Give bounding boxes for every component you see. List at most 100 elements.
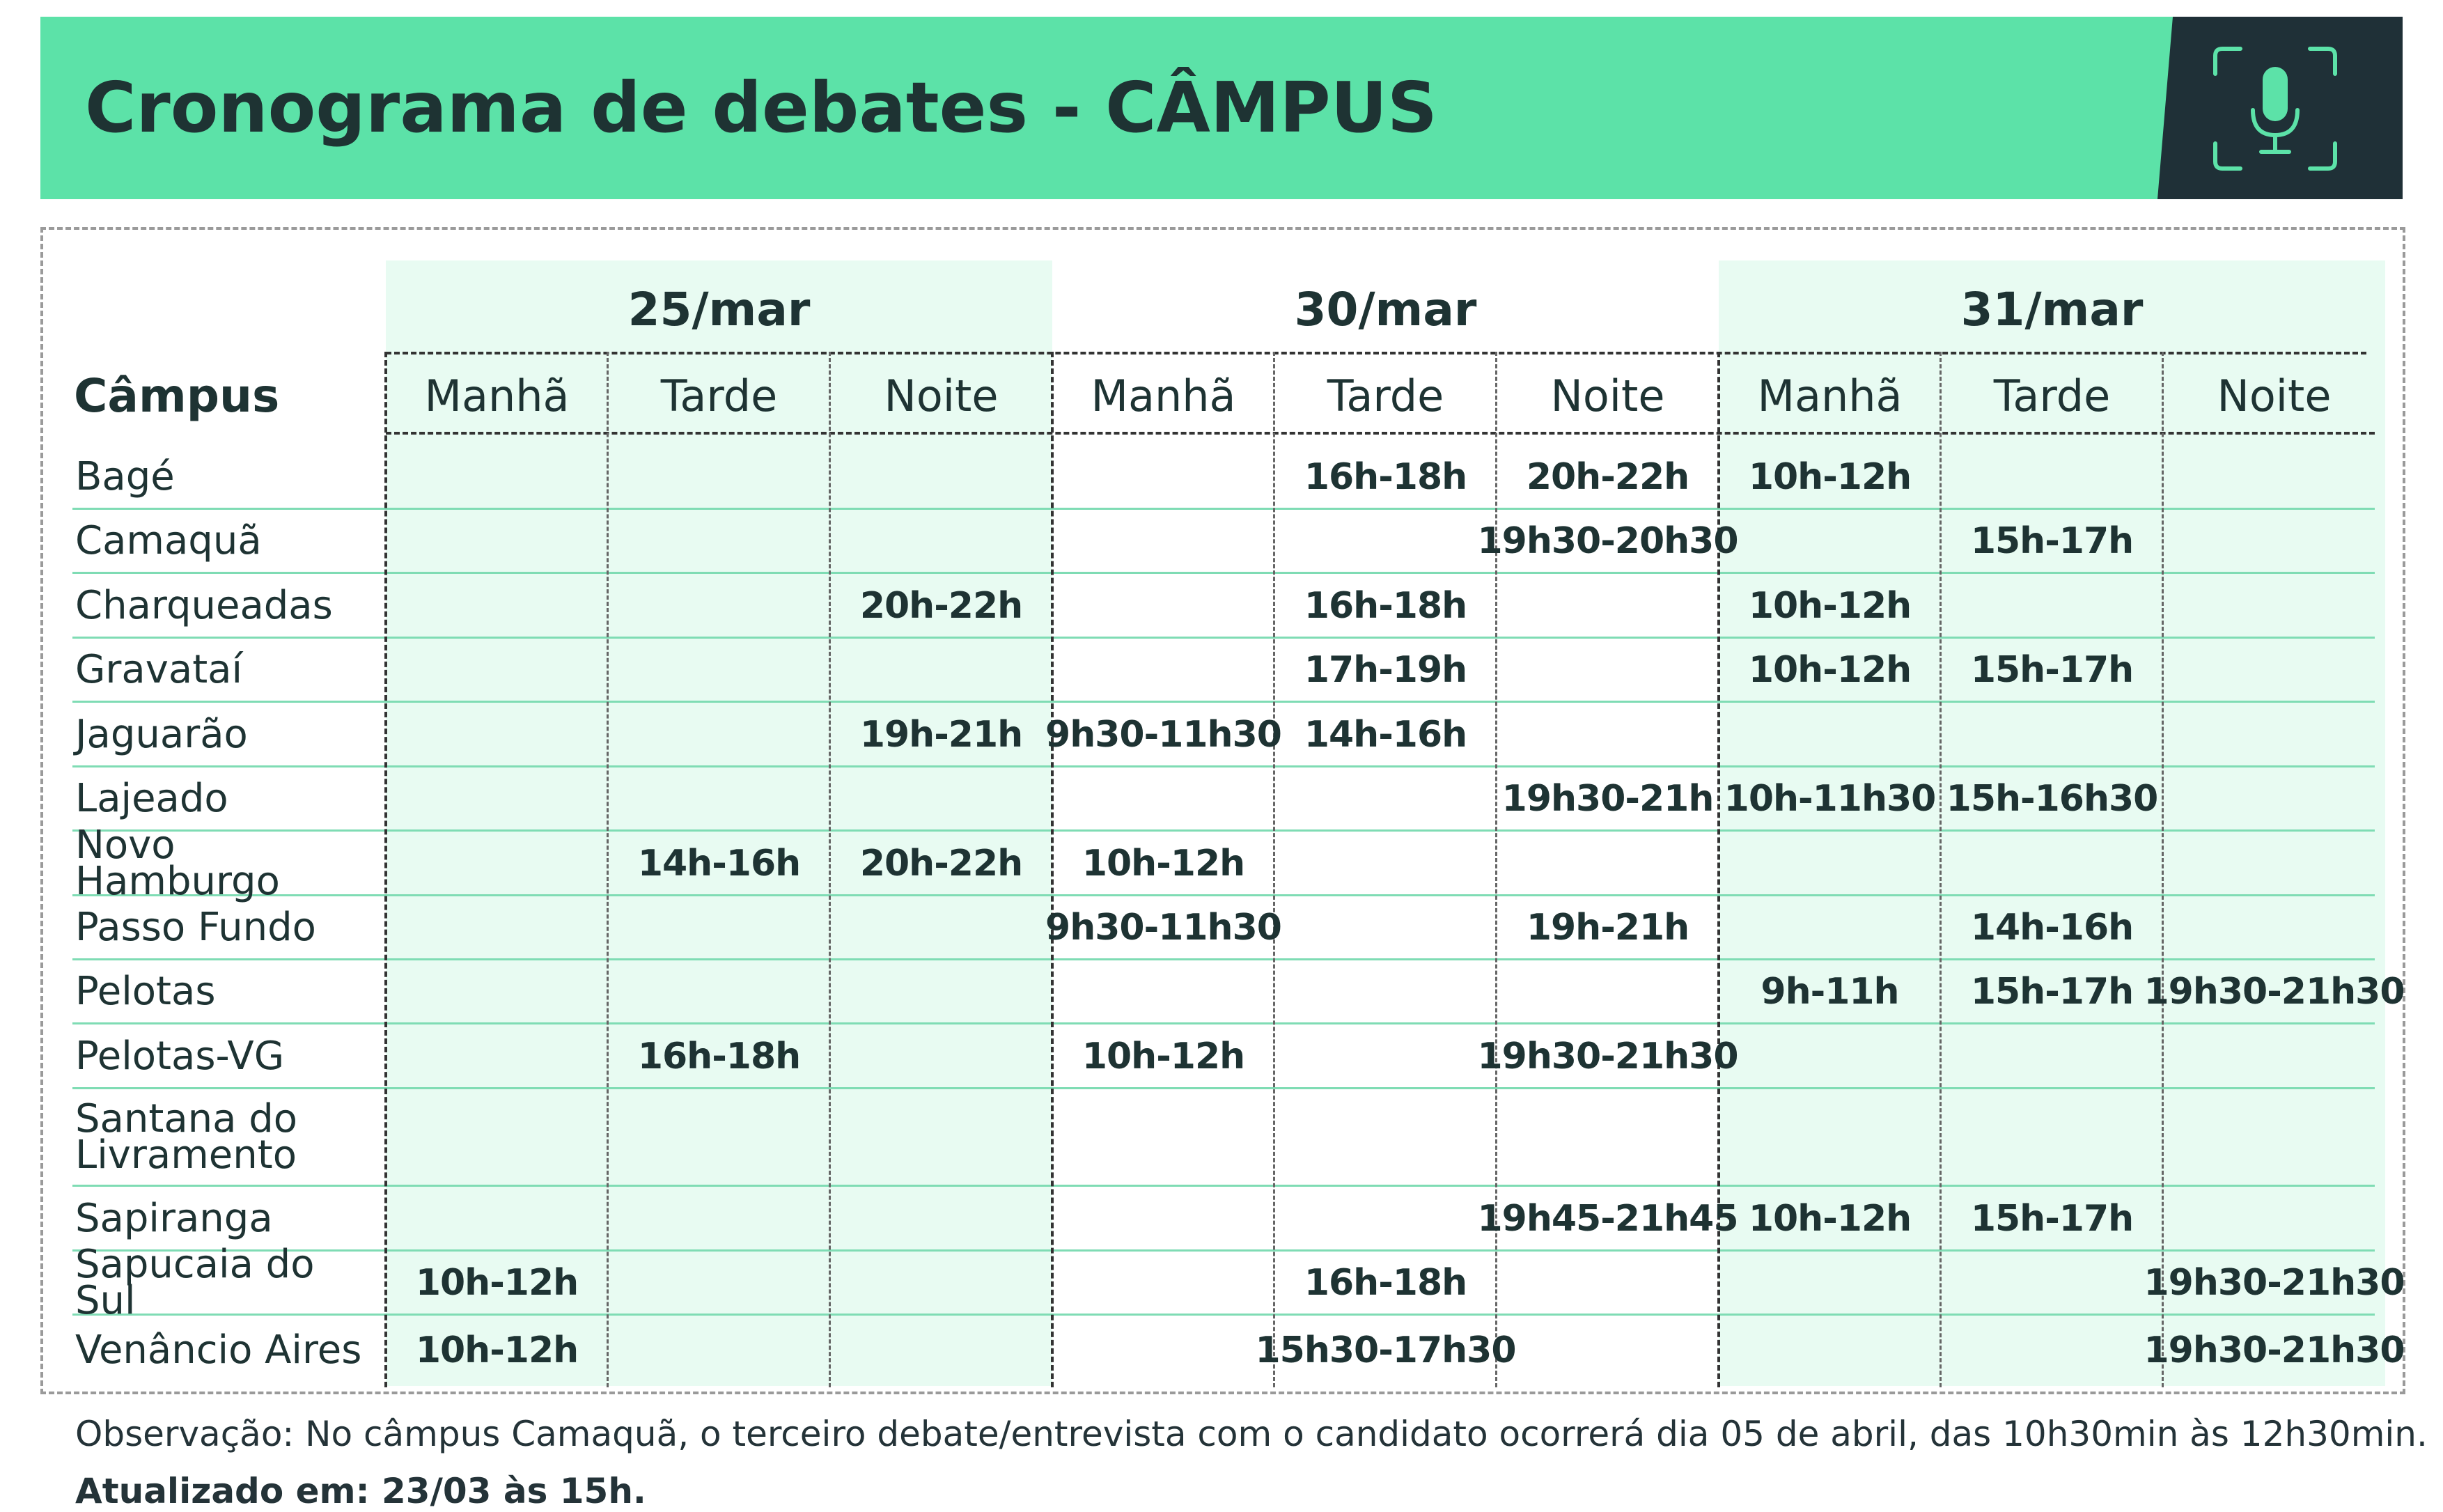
row-divider [72,894,2375,896]
schedule-cell [1719,831,1941,896]
schedule-cell: 10h-12h [1748,455,1912,498]
schedule-cell [386,831,608,896]
period-header: Manhã [1757,371,1903,421]
schedule-cell [1497,638,1719,702]
campus-name: Pelotas-VG [75,1024,382,1089]
row-divider [72,637,2375,639]
schedule-cell [830,960,1052,1024]
schedule-cell [386,509,608,573]
schedule-cell [2163,638,2385,702]
schedule-cell: 14h-16h [1304,713,1467,756]
campus-label: Sapiranga [75,1195,273,1241]
schedule-cell: 15h-17h [1970,1197,2134,1240]
schedule-cell [1941,702,2163,767]
campus-column-header: Câmpus [74,369,280,423]
page-title: Cronograma de debates - CÂMPUS [85,67,1437,148]
campus-name: Pelotas [75,960,382,1024]
schedule-cell [2163,573,2385,638]
schedule-cell [608,702,830,767]
schedule-cell: 19h30-21h30 [1477,1035,1738,1077]
campus-label: Gravataí [75,647,243,692]
schedule-cell [1052,767,1274,831]
schedule-cell [386,960,608,1024]
schedule-cell [1274,1186,1497,1251]
row-divider [72,1249,2375,1252]
schedule-cell [1497,1315,1719,1386]
column-divider [1717,352,1720,1387]
schedule-cell: 16h-18h [1304,455,1467,498]
schedule-cell [386,767,608,831]
schedule-cell: 19h45-21h45 [1477,1197,1738,1240]
date-header: 25/mar [627,283,811,336]
schedule-cell: 19h30-21h30 [2144,971,2405,1013]
schedule-cell [1497,1251,1719,1315]
schedule-cell [608,1251,830,1315]
period-header: Noite [2217,371,2332,421]
schedule-cell [1274,1089,1497,1186]
campus-label: Jaguarão [75,711,248,757]
schedule-cell: 17h-19h [1304,649,1467,691]
campus-label: Charqueadas [75,582,333,628]
row-divider [72,572,2375,574]
campus-name: Novo Hamburgo [75,825,382,901]
schedule-cell: 15h-16h30 [1946,778,2159,820]
header-divider-bottom [386,432,2375,435]
schedule-cell [1719,1251,1941,1315]
schedule-cell [608,1315,830,1386]
schedule-cell [1941,1024,2163,1089]
schedule-cell: 10h-12h [415,1330,579,1371]
schedule-cell: 10h-12h [1748,649,1912,691]
schedule-cell: 19h30-20h30 [1477,520,1738,562]
header-divider-top [386,352,2366,354]
column-divider [1273,352,1275,1387]
campus-label: Sapucaia do Sul [75,1242,315,1323]
schedule-cell: 16h-18h [637,1035,801,1077]
schedule-cell [608,573,830,638]
schedule-cell: 15h-17h [1970,520,2134,562]
schedule-cell [1052,573,1274,638]
schedule-cell [386,638,608,702]
column-divider [607,352,609,1387]
period-header: Manhã [424,371,570,421]
schedule-cell [1052,960,1274,1024]
row-divider [72,765,2375,767]
schedule-cell [608,509,830,573]
schedule-cell [1941,1089,2163,1186]
campus-label: Venâncio Aires [75,1327,362,1373]
schedule-cell [1497,1089,1719,1186]
schedule-cell [608,960,830,1024]
schedule-cell [1274,509,1497,573]
schedule-cell [830,896,1052,960]
schedule-cell: 14h-16h [1970,907,2134,949]
campus-name: Sapiranga [75,1186,382,1251]
schedule-cell: 9h-11h [1761,971,1899,1013]
column-divider [1939,352,1942,1387]
schedule-cell [1941,573,2163,638]
row-divider [72,1022,2375,1024]
schedule-cell [608,638,830,702]
schedule-cell: 9h30-11h30 [1045,907,1282,949]
row-divider [72,1185,2375,1187]
schedule-cell: 14h-16h [637,842,801,884]
campus-name: Venâncio Aires [75,1315,382,1386]
schedule-cell [608,767,830,831]
schedule-cell: 15h-17h [1970,971,2134,1013]
schedule-cell [830,1315,1052,1386]
schedule-cell [830,767,1052,831]
period-header: Tarde [660,371,778,421]
schedule-cell [1941,1251,2163,1315]
updated-timestamp: Atualizado em: 23/03 às 15h. [75,1471,646,1511]
schedule-cell [2163,831,2385,896]
campus-label: Novo Hamburgo [75,822,280,904]
schedule-cell [386,444,608,509]
schedule-cell [608,1089,830,1186]
schedule-cell: 20h-22h [859,584,1023,627]
schedule-cell: 19h30-21h30 [2144,1262,2405,1304]
schedule-cell [830,509,1052,573]
schedule-cell: 20h-22h [1526,455,1689,498]
row-divider [72,701,2375,703]
campus-label: Santana do Livramento [75,1096,298,1178]
schedule-cell: 10h-11h30 [1724,778,1937,820]
campus-name: Lajeado [75,767,382,831]
schedule-cell [2163,1024,2385,1089]
